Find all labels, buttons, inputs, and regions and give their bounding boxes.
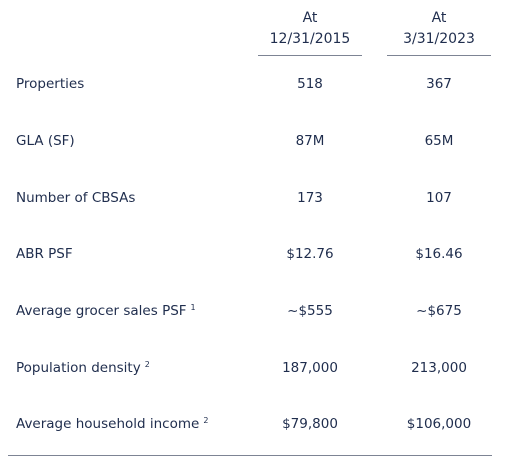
table-bottom-rule [8, 455, 492, 456]
cell-abr-psf-2023: $16.46 [415, 246, 463, 262]
column-header-line1: At [431, 10, 447, 26]
row-label-abr-psf: ABR PSF [16, 246, 73, 262]
row-label-household-income: Average household income 2 [16, 416, 208, 432]
cell-grocer-sales-2023: ~$675 [416, 303, 462, 319]
row-label-cbsas: Number of CBSAs [16, 190, 135, 206]
cell-household-income-2023: $106,000 [406, 416, 472, 432]
footnote-marker: 2 [144, 360, 150, 369]
row-label-text: Properties [16, 76, 85, 92]
footnote-marker: 2 [203, 416, 209, 425]
row-label-text: ABR PSF [16, 246, 73, 262]
column-header-underline-2023 [387, 55, 491, 56]
column-header-line1: At [302, 10, 318, 26]
footnote-marker: 1 [190, 303, 196, 312]
column-header-underline-2015 [258, 55, 362, 56]
cell-grocer-sales-2015: ~$555 [287, 303, 333, 319]
cell-population-density-2023: 213,000 [411, 360, 467, 376]
row-label-text: Average household income [16, 416, 200, 432]
row-label-text: Population density [16, 360, 141, 376]
cell-household-income-2015: $79,800 [282, 416, 338, 432]
cell-abr-psf-2015: $12.76 [286, 246, 334, 262]
cell-gla-2023: 65M [424, 133, 454, 149]
row-label-properties: Properties [16, 76, 84, 92]
row-label-grocer-sales: Average grocer sales PSF 1 [16, 303, 196, 319]
cell-cbsas-2023: 107 [426, 190, 452, 206]
row-label-gla: GLA (SF) [16, 133, 75, 149]
row-label-text: Average grocer sales PSF [16, 303, 187, 319]
cell-properties-2015: 518 [297, 76, 323, 92]
cell-cbsas-2015: 173 [297, 190, 323, 206]
row-label-population-density: Population density 2 [16, 360, 150, 376]
row-label-text: GLA (SF) [16, 133, 75, 149]
row-label-text: Number of CBSAs [16, 190, 136, 206]
column-header-2023: At 3/31/2023 [387, 8, 491, 50]
cell-gla-2015: 87M [295, 133, 325, 149]
column-header-2015: At 12/31/2015 [258, 8, 362, 50]
column-header-line2: 3/31/2023 [403, 31, 475, 47]
column-header-line2: 12/31/2015 [269, 31, 351, 47]
cell-properties-2023: 367 [426, 76, 452, 92]
cell-population-density-2015: 187,000 [282, 360, 338, 376]
